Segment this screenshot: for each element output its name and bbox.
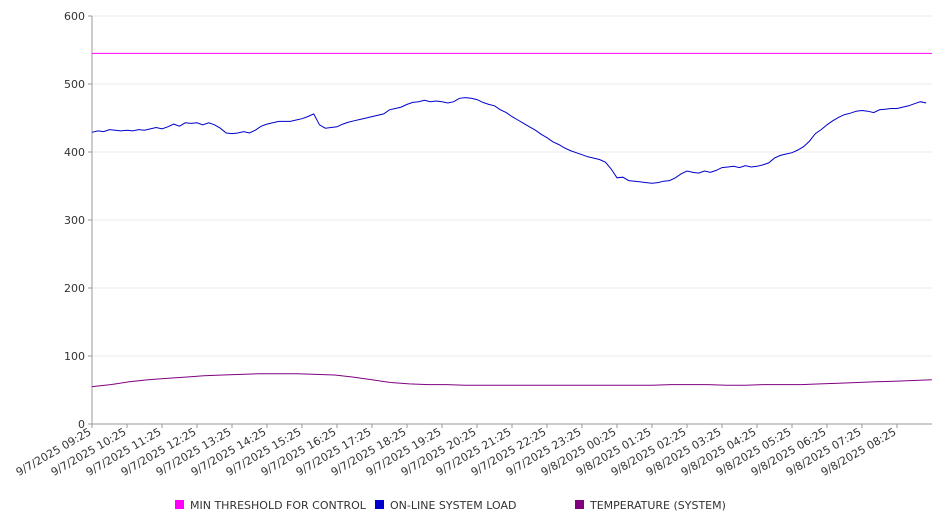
- legend-swatch: [175, 500, 184, 509]
- gridlines: [92, 15, 932, 357]
- legend-swatch: [375, 500, 384, 509]
- series-lines: [91, 52, 932, 388]
- legend-label: TEMPERATURE (SYSTEM): [589, 499, 726, 512]
- y-tick-label: 400: [64, 146, 85, 159]
- series-line-2: [91, 373, 932, 388]
- legend[interactable]: MIN THRESHOLD FOR CONTROL ON-LINE SYSTEM …: [175, 499, 726, 512]
- y-tick-label: 300: [64, 214, 85, 227]
- legend-item[interactable]: MIN THRESHOLD FOR CONTROL: [175, 499, 367, 512]
- legend-item[interactable]: ON-LINE SYSTEM LOAD: [375, 499, 516, 512]
- series-line-1: [91, 97, 927, 184]
- legend-label: ON-LINE SYSTEM LOAD: [390, 499, 516, 512]
- legend-label: MIN THRESHOLD FOR CONTROL: [190, 499, 367, 512]
- y-tick-label: 100: [64, 350, 85, 363]
- y-tick-label: 600: [64, 10, 85, 23]
- legend-swatch: [575, 500, 584, 509]
- y-tick-label: 200: [64, 282, 85, 295]
- y-tick-label: 500: [64, 78, 85, 91]
- legend-item[interactable]: TEMPERATURE (SYSTEM): [575, 499, 726, 512]
- y-tick-label: 0: [78, 418, 85, 431]
